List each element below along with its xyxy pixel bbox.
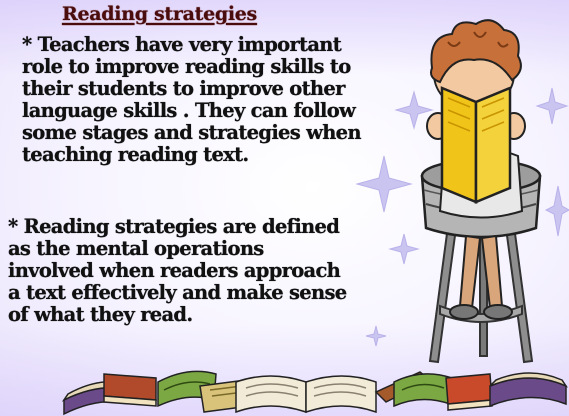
books-row-illustration bbox=[61, 370, 569, 416]
child-legs-icon bbox=[449, 234, 513, 320]
paragraph-line: a text effectively and make sense bbox=[8, 281, 347, 304]
paragraph-line: role to improve reading skills to bbox=[22, 55, 351, 78]
paragraph-line: as the mental operations bbox=[8, 237, 264, 260]
slide-title: Reading strategies bbox=[62, 3, 257, 25]
paragraph-line: some stages and strategies when bbox=[22, 121, 362, 144]
paragraph-teachers-role: * Teachers have very important role to i… bbox=[22, 34, 362, 166]
paragraph-line: of what they read. bbox=[8, 303, 193, 326]
open-book-icon bbox=[440, 86, 512, 204]
paragraph-line: * Reading strategies are defined bbox=[8, 215, 340, 238]
paragraph-line: teaching reading text. bbox=[22, 143, 249, 166]
child-reading-illustration bbox=[356, 19, 569, 364]
paragraph-line: their students to improve other bbox=[22, 77, 345, 100]
sparkle-stars-icon bbox=[356, 87, 569, 347]
paragraph-strategies-definition: * Reading strategies are defined as the … bbox=[8, 216, 348, 326]
paragraph-line: * Teachers have very important bbox=[22, 33, 342, 56]
paragraph-line: involved when readers approach bbox=[8, 259, 341, 282]
paragraph-line: language skills . They can follow bbox=[22, 99, 356, 122]
